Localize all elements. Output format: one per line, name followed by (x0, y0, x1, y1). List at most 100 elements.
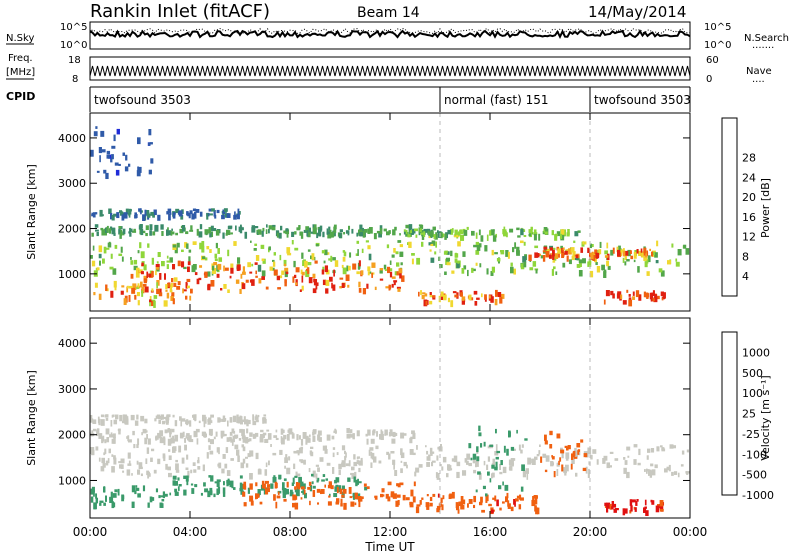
heatmap-cell (195, 428, 200, 433)
heatmap-cell (551, 455, 554, 458)
heatmap-cell (99, 500, 104, 503)
heatmap-cell (416, 504, 421, 507)
heatmap-cell (283, 434, 287, 440)
heatmap-cell (630, 255, 634, 260)
heatmap-cell (284, 279, 287, 287)
heatmap-cell (249, 271, 253, 274)
heatmap-cell (170, 231, 175, 235)
heatmap-cell (173, 277, 178, 282)
heatmap-cell (290, 431, 294, 434)
heatmap-cell (376, 230, 381, 234)
heatmap-cell (478, 425, 481, 432)
heatmap-cell (265, 286, 269, 290)
heatmap-cell (151, 271, 154, 278)
heatmap-cell (460, 234, 465, 241)
heatmap-cell (645, 510, 649, 516)
heatmap-cell (353, 454, 356, 460)
heatmap-cell (160, 414, 163, 421)
heatmap-cell (454, 252, 457, 258)
heatmap-cell (177, 281, 181, 286)
heatmap-cell (222, 454, 226, 459)
heatmap-cell (643, 291, 647, 298)
heatmap-cell (326, 462, 331, 466)
heatmap-cell (186, 433, 190, 437)
heatmap-cell (338, 469, 341, 476)
heatmap-cell (259, 501, 263, 505)
heatmap-cell (592, 449, 597, 454)
heatmap-cell (312, 224, 315, 229)
heatmap-cell (391, 254, 395, 258)
heatmap-cell (210, 225, 214, 231)
heatmap-cell (534, 252, 538, 258)
heatmap-cell (96, 170, 100, 173)
heatmap-cell (136, 414, 139, 420)
heatmap-cell (495, 444, 498, 452)
heatmap-cell (552, 253, 555, 260)
heatmap-cell (121, 285, 125, 288)
heatmap-cell (197, 466, 201, 470)
heatmap-cell (307, 262, 312, 266)
cpid-mode-label: normal (fast) 151 (444, 93, 548, 107)
heatmap-cell (175, 232, 179, 236)
heatmap-cell (451, 228, 454, 233)
heatmap-cell (400, 460, 403, 463)
heatmap-cell (301, 490, 306, 494)
noise-sky-trace (89, 29, 691, 39)
heatmap-cell (118, 253, 123, 257)
heatmap-cell (145, 225, 149, 231)
heatmap-cell (444, 233, 447, 240)
heatmap-cell (634, 507, 637, 512)
heatmap-cell (508, 431, 511, 437)
heatmap-cell (646, 259, 649, 264)
heatmap-cell (209, 231, 212, 238)
heatmap-cell (364, 229, 368, 233)
heatmap-cell (544, 469, 548, 473)
heatmap-cell (499, 507, 502, 511)
heatmap-cell (245, 279, 249, 283)
heatmap-cell (213, 210, 216, 217)
heatmap-cell (164, 493, 168, 497)
heatmap-cell (355, 479, 358, 487)
heatmap-cell (181, 418, 186, 422)
heatmap-cell (167, 208, 172, 213)
heatmap-cell (136, 267, 140, 274)
heatmap-cell (680, 464, 684, 467)
heatmap-cell (142, 485, 146, 492)
heatmap-cell (673, 471, 678, 475)
heatmap-cell (491, 472, 495, 478)
heatmap-cell (234, 435, 238, 439)
heatmap-cell (573, 454, 577, 458)
nave-legend: ···· (752, 77, 765, 88)
heatmap-cell (503, 231, 507, 237)
heatmap-cell (103, 452, 106, 456)
heatmap-cell (379, 225, 383, 231)
heatmap-cell (178, 445, 182, 453)
heatmap-cell (646, 271, 650, 276)
heatmap-cell (409, 225, 412, 232)
heatmap-cell (595, 252, 599, 259)
heatmap-cell (560, 234, 565, 241)
heatmap-cell (222, 209, 226, 215)
heatmap-cell (484, 245, 488, 252)
heatmap-cell (272, 261, 276, 267)
heatmap-cell (365, 433, 368, 437)
heatmap-cell (279, 254, 282, 261)
heatmap-cell (128, 295, 131, 302)
heatmap-cell (257, 229, 262, 235)
heatmap-cell (463, 265, 467, 270)
heatmap-cell (307, 249, 311, 252)
heatmap-cell (610, 249, 614, 256)
heatmap-cell (298, 447, 303, 454)
heatmap-cell (675, 261, 680, 267)
heatmap-cell (305, 226, 310, 232)
heatmap-cell (325, 279, 330, 286)
heatmap-cell (267, 433, 272, 440)
heatmap-cell (175, 463, 179, 471)
heatmap-cell (189, 210, 193, 215)
heatmap-cell (90, 415, 93, 422)
heatmap-cell (180, 214, 184, 220)
heatmap-cell (441, 504, 444, 511)
heatmap-cell (120, 458, 125, 464)
heatmap-cell (517, 235, 521, 238)
